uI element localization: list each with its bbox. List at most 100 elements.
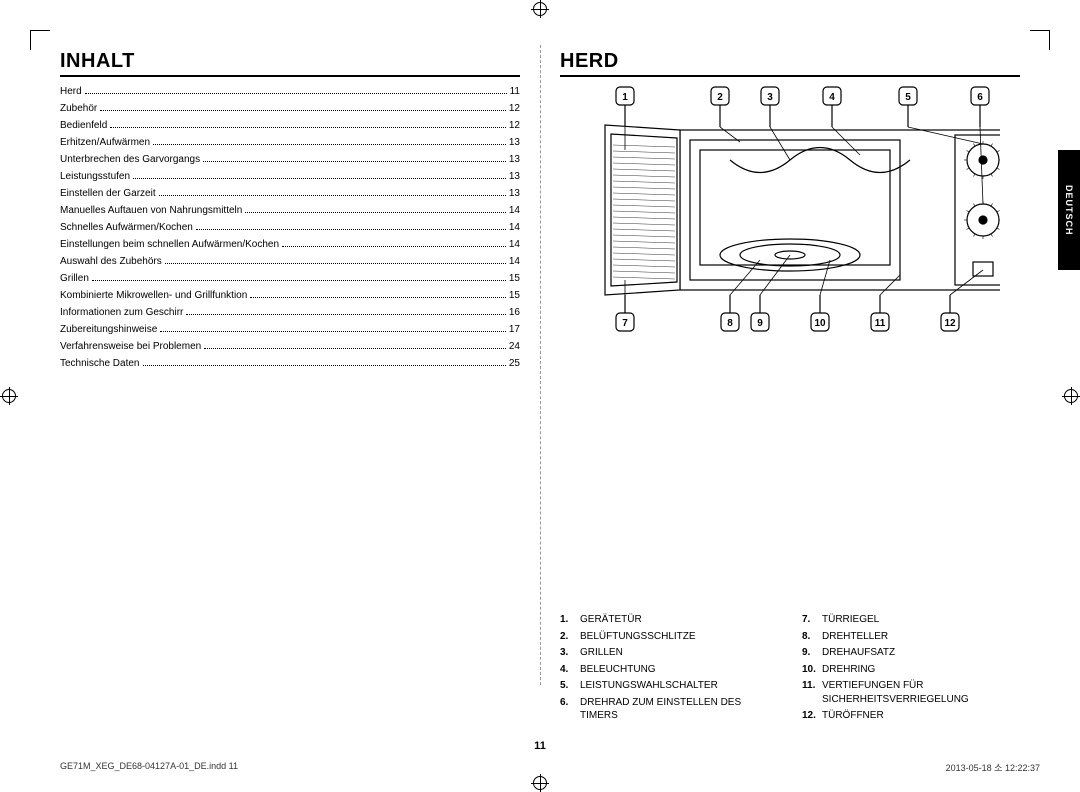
svg-text:9: 9 (757, 318, 763, 329)
toc-page: 11 (510, 85, 520, 99)
page-number: 11 (534, 740, 546, 752)
toc-label: Informationen zum Geschirr (60, 306, 183, 320)
toc-label: Technische Daten (60, 357, 140, 371)
part-row: 12. TÜRÖFFNER (802, 709, 1020, 723)
part-label: DREHRING (822, 663, 875, 677)
toc-label: Herd (60, 85, 82, 99)
part-row: 8. DREHTELLER (802, 630, 1020, 644)
footer-timestamp: 2013-05-18 소 12:22:37 (946, 761, 1040, 774)
toc-label: Unterbrechen des Garvorgangs (60, 153, 200, 167)
svg-text:12: 12 (944, 318, 956, 329)
toc-page: 14 (509, 238, 520, 252)
part-row: 1. GERÄTETÜR (560, 613, 778, 627)
toc-leader (165, 262, 506, 264)
left-column: INHALT Herd 11Zubehör 12Bedienfeld 12Erh… (60, 50, 540, 650)
toc-row: Einstellen der Garzeit 13 (60, 187, 520, 201)
toc-row: Herd 11 (60, 85, 520, 99)
toc-page: 12 (509, 119, 520, 133)
toc-label: Erhitzen/Aufwärmen (60, 136, 150, 150)
toc-label: Einstellen der Garzeit (60, 187, 156, 201)
part-row: 5. LEISTUNGSWAHLSCHALTER (560, 679, 778, 693)
part-label: BELÜFTUNGSSCHLITZE (580, 630, 696, 644)
svg-text:6: 6 (977, 92, 983, 103)
part-label: TÜRÖFFNER (822, 709, 884, 723)
toc-leader (92, 279, 506, 281)
part-label: TÜRRIEGEL (822, 613, 879, 627)
toc-label: Einstellungen beim schnellen Aufwärmen/K… (60, 238, 279, 252)
toc-leader (159, 194, 506, 196)
toc-row: Unterbrechen des Garvorgangs 13 (60, 153, 520, 167)
toc-row: Zubehör 12 (60, 102, 520, 116)
toc-row: Verfahrensweise bei Problemen 24 (60, 340, 520, 354)
toc-label: Zubehör (60, 102, 97, 116)
svg-text:4: 4 (829, 92, 835, 103)
toc-leader (203, 160, 506, 162)
parts-list-left: 1. GERÄTETÜR 2. BELÜFTUNGSSCHLITZE 3. GRIL… (560, 610, 778, 726)
part-number: 4. (560, 663, 580, 677)
toc-label: Grillen (60, 272, 89, 286)
toc-page: 17 (509, 323, 520, 337)
toc-row: Technische Daten 25 (60, 357, 520, 371)
toc-row: Leistungsstufen 13 (60, 170, 520, 184)
svg-text:1: 1 (622, 92, 628, 103)
svg-text:11: 11 (875, 318, 886, 329)
part-number: 11. (802, 679, 822, 706)
part-row: 6. DREHRAD ZUM EINSTELLEN DES TIMERS (560, 696, 778, 723)
registration-mark-top (533, 2, 547, 16)
toc-row: Grillen 15 (60, 272, 520, 286)
toc-row: Auswahl des Zubehörs 14 (60, 255, 520, 269)
part-row: 9. DREHAUFSATZ (802, 646, 1020, 660)
toc-page: 14 (509, 204, 520, 218)
toc-label: Leistungsstufen (60, 170, 130, 184)
part-number: 3. (560, 646, 580, 660)
toc-leader (153, 143, 506, 145)
part-row: 4. BELEUCHTUNG (560, 663, 778, 677)
oven-diagram: 123456789101112 (560, 85, 1020, 335)
part-row: 3. GRILLEN (560, 646, 778, 660)
svg-text:7: 7 (622, 318, 628, 329)
part-number: 10. (802, 663, 822, 677)
part-number: 5. (560, 679, 580, 693)
part-row: 11. VERTIEFUNGEN FÜR SICHERHEITSVERRIEGE… (802, 679, 1020, 706)
part-label: VERTIEFUNGEN FÜR SICHERHEITSVERRIEGELUNG (822, 679, 1020, 706)
footer-filename: GE71M_XEG_DE68-04127A-01_DE.indd 11 (60, 761, 238, 774)
toc-leader (245, 211, 506, 213)
toc-label: Verfahrensweise bei Problemen (60, 340, 201, 354)
part-label: DREHRAD ZUM EINSTELLEN DES TIMERS (580, 696, 778, 723)
part-number: 2. (560, 630, 580, 644)
part-row: 10. DREHRING (802, 663, 1020, 677)
svg-text:10: 10 (814, 318, 826, 329)
toc-row: Zubereitungshinweise 17 (60, 323, 520, 337)
toc-leader (160, 330, 506, 332)
toc-page: 13 (509, 136, 520, 150)
svg-text:3: 3 (767, 92, 773, 103)
part-number: 1. (560, 613, 580, 627)
toc-label: Kombinierte Mikrowellen- und Grillfunkti… (60, 289, 247, 303)
svg-text:8: 8 (727, 318, 733, 329)
toc-label: Schnelles Aufwärmen/Kochen (60, 221, 193, 235)
toc-label: Bedienfeld (60, 119, 107, 133)
registration-mark-left (2, 389, 16, 403)
part-number: 8. (802, 630, 822, 644)
toc-page: 12 (509, 102, 520, 116)
toc-page: 24 (509, 340, 520, 354)
toc-page: 15 (509, 289, 520, 303)
toc-leader (110, 126, 506, 128)
registration-mark-bottom (533, 776, 547, 790)
svg-text:5: 5 (905, 92, 911, 103)
toc-leader (282, 245, 506, 247)
right-column: HERD 123456789101112 1. GERÄTETÜR2. BELÜ… (540, 50, 1020, 650)
toc-row: Einstellungen beim schnellen Aufwärmen/K… (60, 238, 520, 252)
herd-heading: HERD (560, 50, 1020, 77)
toc-page: 14 (509, 255, 520, 269)
toc-row: Manuelles Auftauen von Nahrungsmitteln 1… (60, 204, 520, 218)
toc-page: 25 (509, 357, 520, 371)
toc-page: 13 (509, 187, 520, 201)
toc-page: 14 (509, 221, 520, 235)
toc-leader (85, 92, 507, 94)
toc-page: 13 (509, 170, 520, 184)
toc-row: Kombinierte Mikrowellen- und Grillfunkti… (60, 289, 520, 303)
part-label: DREHAUFSATZ (822, 646, 895, 660)
toc-row: Erhitzen/Aufwärmen 13 (60, 136, 520, 150)
toc-row: Schnelles Aufwärmen/Kochen 14 (60, 221, 520, 235)
